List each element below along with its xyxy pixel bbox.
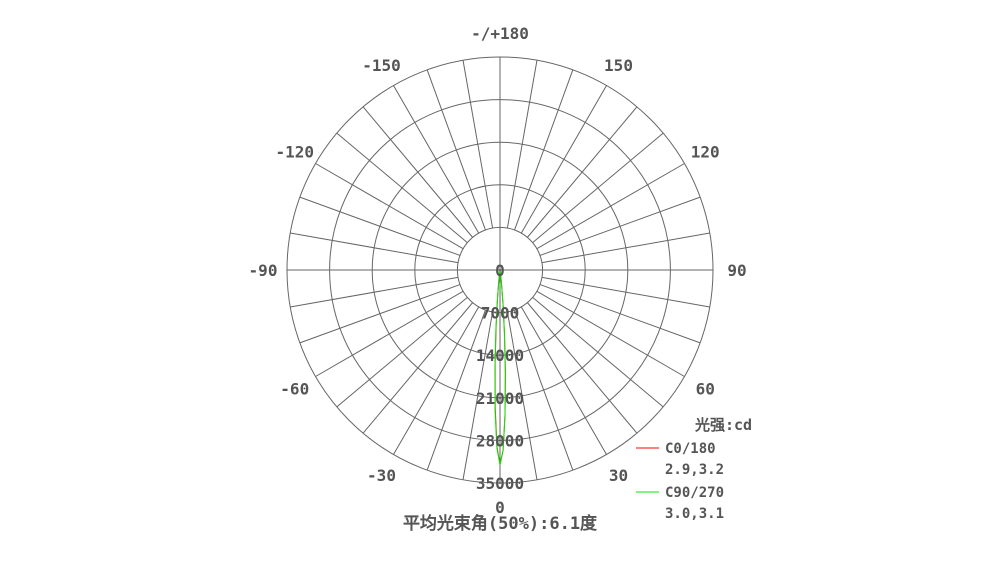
legend-sub-c90: 3.0,3.1 xyxy=(665,506,724,522)
angle-tick-label: -60 xyxy=(280,380,309,399)
angle-tick-label: -90 xyxy=(249,261,278,280)
grid-spoke xyxy=(462,311,494,480)
series-curve-1 xyxy=(494,269,506,465)
legend-unit: 光强:cd xyxy=(694,416,752,434)
grid-spoke xyxy=(315,163,464,250)
grid-spoke xyxy=(299,196,461,256)
angle-tick-label: 90 xyxy=(727,261,746,280)
legend-sub-c0: 2.9,3.2 xyxy=(665,462,724,478)
grid-spoke xyxy=(526,106,638,238)
radial-tick-label: 28000 xyxy=(476,431,524,450)
angle-tick-label: 0 xyxy=(495,498,505,517)
grid-spoke xyxy=(536,290,685,377)
angle-tick-label: 60 xyxy=(696,380,715,399)
angle-tick-label: 150 xyxy=(604,56,633,75)
grid-spoke xyxy=(290,276,459,308)
grid-spoke xyxy=(336,132,468,244)
legend: 光强:cd C0/180 2.9,3.2 C90/270 3.0,3.1 xyxy=(636,416,752,522)
angle-tick-label: -150 xyxy=(362,56,401,75)
grid-spoke xyxy=(315,290,464,377)
grid-spoke xyxy=(532,296,664,408)
radial-tick-label: 35000 xyxy=(476,474,524,493)
angle-tick-label: -/+180 xyxy=(471,24,529,43)
angle-tick-label: -30 xyxy=(367,466,396,485)
radial-tick-label: 0 xyxy=(495,261,505,280)
grid-spoke xyxy=(462,60,494,229)
grid-spoke xyxy=(362,302,474,434)
radial-tick-label: 14000 xyxy=(476,346,524,365)
grid-spoke xyxy=(526,302,638,434)
curves xyxy=(494,268,506,465)
polar-grid xyxy=(286,56,714,484)
grid-spoke xyxy=(532,132,664,244)
grid-spoke xyxy=(514,309,574,471)
legend-label-c90: C90/270 xyxy=(665,485,724,501)
radial-tick-label: 21000 xyxy=(476,389,524,408)
grid-spoke xyxy=(541,276,710,308)
angle-tick-label: -120 xyxy=(275,143,314,162)
grid-spoke xyxy=(539,196,701,256)
grid-spoke xyxy=(299,284,461,344)
grid-spoke xyxy=(520,85,607,234)
grid-spoke xyxy=(539,284,701,344)
grid-spoke xyxy=(536,163,685,250)
chart-title: 平均光束角(50%):6.1度 xyxy=(403,513,598,534)
grid-spoke xyxy=(514,69,574,231)
legend-label-c0: C0/180 xyxy=(665,441,716,457)
grid-spoke xyxy=(393,306,480,455)
grid-spoke xyxy=(520,306,607,455)
grid-spoke xyxy=(506,60,538,229)
grid-spoke xyxy=(290,232,459,264)
grid-spoke xyxy=(362,106,474,238)
grid-spoke xyxy=(541,232,710,264)
grid-spoke xyxy=(506,311,538,480)
angle-tick-label: 120 xyxy=(691,143,720,162)
grid-spoke xyxy=(426,69,486,231)
radial-tick-label: 7000 xyxy=(481,304,520,323)
grid-spoke xyxy=(426,309,486,471)
angle-tick-label: 30 xyxy=(609,466,628,485)
labels: -/+180 -150 150 -120 120 -90 90 -60 60 -30 30 0 0 700… xyxy=(249,24,747,517)
grid-spoke xyxy=(393,85,480,234)
grid-spoke xyxy=(336,296,468,408)
